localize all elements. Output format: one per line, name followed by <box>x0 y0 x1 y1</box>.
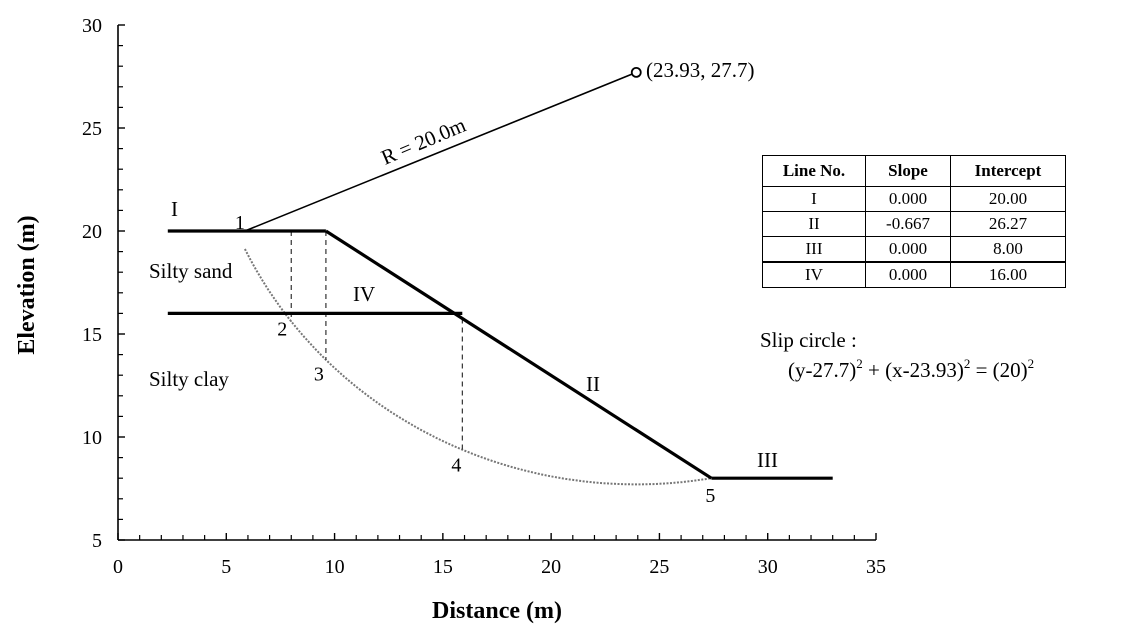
line-label-I: I <box>171 197 178 221</box>
cell-slope: 0.000 <box>865 261 951 288</box>
eq-part-2: + (x-23.93) <box>863 358 964 382</box>
x-tick-label: 20 <box>541 556 561 578</box>
table-row: II -0.667 26.27 <box>762 211 1066 237</box>
point-label-3: 3 <box>314 364 324 386</box>
x-tick-label: 35 <box>866 556 886 578</box>
cell-slope: -0.667 <box>865 211 951 237</box>
eq-part-1: (y-27.7) <box>788 358 856 382</box>
cell-line-no: I <box>762 186 866 212</box>
table-row: I 0.000 20.00 <box>762 186 1066 212</box>
x-tick-label: 5 <box>221 556 231 578</box>
point-label-5: 5 <box>705 485 715 507</box>
x-ticks: 0 5 10 15 20 25 30 35 <box>113 533 886 578</box>
slip-circle-title: Slip circle : <box>760 328 857 352</box>
line-label-III: III <box>757 448 778 472</box>
radius-line <box>244 71 637 232</box>
y-ticks: 5 10 15 20 25 30 <box>82 15 125 552</box>
cell-intercept: 16.00 <box>950 261 1066 288</box>
table-row: III 0.000 8.00 <box>762 236 1066 263</box>
header-intercept: Intercept <box>950 155 1066 187</box>
x-axis-title: Distance (m) <box>432 598 562 624</box>
y-tick-label: 20 <box>82 221 102 243</box>
ground-line-II <box>325 229 713 480</box>
silty-clay-label: Silty clay <box>149 367 229 391</box>
table-header-row: Line No. Slope Intercept <box>762 155 1066 187</box>
cell-intercept: 20.00 <box>950 186 1066 212</box>
point-label-1: 1 <box>235 212 245 234</box>
point-label-4: 4 <box>451 454 461 476</box>
header-slope: Slope <box>865 155 951 187</box>
slip-circle-equation: (y-27.7)2 + (x-23.93)2 = (20)2 <box>788 356 1034 382</box>
x-tick-label: 0 <box>113 556 123 578</box>
radius-layer <box>244 66 642 232</box>
y-tick-label: 30 <box>82 15 102 37</box>
x-tick-label: 15 <box>433 556 453 578</box>
point-label-2: 2 <box>277 318 287 340</box>
table-row: IV 0.000 16.00 <box>762 261 1066 288</box>
line-label-IV: IV <box>353 282 375 306</box>
cell-slope: 0.000 <box>865 186 951 212</box>
cell-line-no: III <box>762 236 866 263</box>
cell-slope: 0.000 <box>865 236 951 263</box>
x-tick-label: 25 <box>649 556 669 578</box>
header-line-no: Line No. <box>762 155 866 187</box>
cell-line-no: IV <box>762 261 866 288</box>
circle-center-marker <box>630 66 642 78</box>
x-tick-label: 10 <box>325 556 345 578</box>
eq-exponent-1: 2 <box>856 356 863 371</box>
cell-line-no: II <box>762 211 866 237</box>
eq-part-3: = (20) <box>970 358 1027 382</box>
slip-circle-layer <box>244 248 712 486</box>
line-parameters-table: Line No. Slope Intercept I 0.000 20.00 I… <box>762 155 1066 288</box>
eq-exponent-2: 2 <box>964 356 971 371</box>
y-tick-label: 5 <box>92 530 102 552</box>
x-tick-label: 30 <box>758 556 778 578</box>
y-tick-label: 10 <box>82 427 102 449</box>
ground-lines-layer <box>167 229 833 480</box>
cell-intercept: 26.27 <box>950 211 1066 237</box>
silty-sand-label: Silty sand <box>149 259 233 283</box>
center-label: (23.93, 27.7) <box>646 58 755 82</box>
line-label-II: II <box>586 372 600 396</box>
slice-lines-layer <box>290 231 463 450</box>
point-labels-layer: 1 2 3 4 5 <box>235 212 715 507</box>
eq-exponent-3: 2 <box>1028 356 1035 371</box>
slip-circle-arc <box>244 248 712 486</box>
y-tick-label: 25 <box>82 118 102 140</box>
cell-intercept: 8.00 <box>950 236 1066 263</box>
y-axis-title: Elevation (m) <box>14 215 40 354</box>
y-tick-label: 15 <box>82 324 102 346</box>
radius-label: R = 20.0m <box>378 113 470 170</box>
